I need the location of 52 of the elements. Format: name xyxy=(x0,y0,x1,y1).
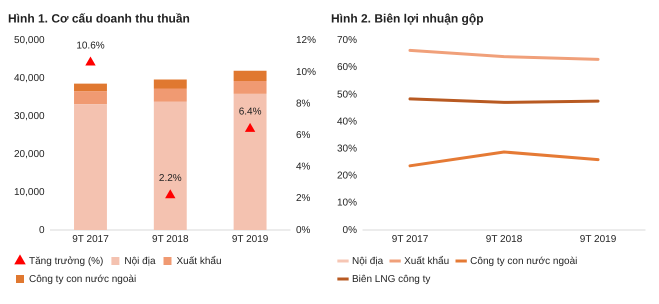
bar xyxy=(74,104,107,230)
legend-label: Công ty con nước ngoài xyxy=(470,256,578,267)
x-tick-label: 9T 2019 xyxy=(232,234,269,245)
y-tick-label: 0% xyxy=(342,224,358,236)
y2-tick-label: 12% xyxy=(296,35,316,46)
legend-label: Nội địa xyxy=(352,256,384,267)
data-label: 2.2% xyxy=(158,172,182,184)
x-tick-label: 9T 2017 xyxy=(392,234,429,245)
legend-label: Xuất khẩu xyxy=(404,254,450,267)
y-tick-label: 40% xyxy=(337,116,358,128)
chart-title: Hình 2. Biên lợi nhuận gộp xyxy=(331,12,484,26)
y2-tick-label: 0% xyxy=(296,224,311,236)
bar xyxy=(154,101,187,230)
y-tick-label: 20% xyxy=(337,170,358,182)
y-tick-label: 10,000 xyxy=(14,186,46,198)
x-tick-label: 9T 2018 xyxy=(152,234,189,245)
x-tick-label: 9T 2017 xyxy=(72,234,110,245)
point xyxy=(86,57,96,66)
bar xyxy=(74,84,107,92)
data-label: 10.6% xyxy=(76,40,105,52)
point xyxy=(165,190,176,198)
y2-tick-label: 8% xyxy=(296,98,311,110)
legend-label: Xuất khẩu xyxy=(176,254,222,267)
y-tick-label: 70% xyxy=(337,35,358,46)
legend-label: Biên LNG công ty xyxy=(352,274,430,285)
y-tick-label: 0 xyxy=(39,224,46,236)
y-tick-label: 10% xyxy=(337,198,358,209)
y2-tick-label: 4% xyxy=(296,162,311,173)
y2-tick-label: 2% xyxy=(296,193,311,204)
bar xyxy=(234,94,267,230)
bar xyxy=(74,91,107,104)
point xyxy=(245,123,255,132)
y-tick-label: 60% xyxy=(337,62,358,74)
y-tick-label: 40,000 xyxy=(14,73,46,84)
bar xyxy=(234,70,267,81)
y-tick-label: 50,000 xyxy=(14,35,46,46)
bar xyxy=(154,88,187,102)
y-tick-label: 20,000 xyxy=(14,148,46,160)
data-label: 6.4% xyxy=(238,106,262,118)
y-tick-label: 30,000 xyxy=(14,110,46,122)
chart-title: Hình 1. Cơ cấu doanh thu thuần xyxy=(8,12,190,26)
bar xyxy=(154,79,187,89)
legend-label: Nội địa xyxy=(124,256,156,267)
legend-label: Công ty con nước ngoài xyxy=(29,274,136,285)
legend-label: Tăng trưởng (%) xyxy=(29,256,104,267)
x-tick-label: 9T 2018 xyxy=(486,234,523,245)
x-tick-label: 9T 2019 xyxy=(580,234,617,245)
y2-tick-label: 6% xyxy=(296,130,311,141)
bar xyxy=(234,80,267,94)
y2-tick-label: 10% xyxy=(296,66,316,78)
y-tick-label: 30% xyxy=(337,143,358,154)
y-tick-label: 50% xyxy=(337,89,358,100)
